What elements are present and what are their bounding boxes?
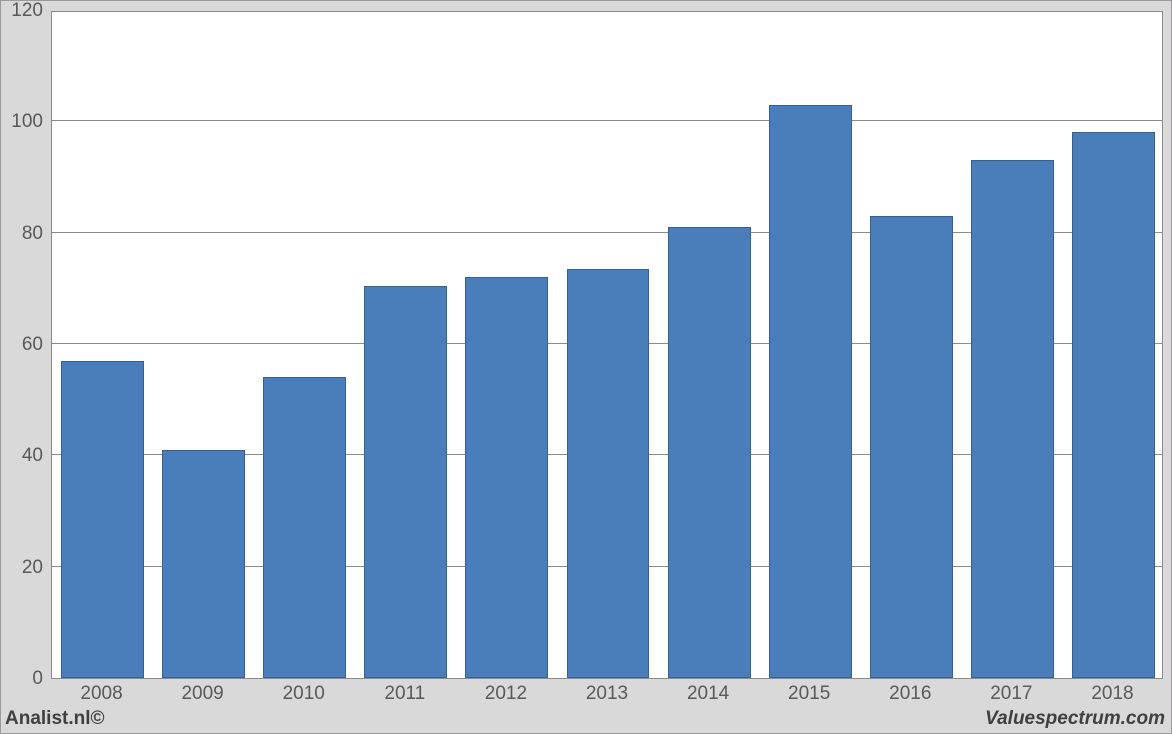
bar	[870, 216, 953, 678]
bar	[61, 361, 144, 678]
bar	[769, 105, 852, 678]
x-tick-label: 2012	[485, 683, 527, 705]
bar	[364, 286, 447, 678]
y-tick-label: 60	[1, 334, 43, 356]
bar	[1072, 132, 1155, 678]
y-tick-label: 20	[1, 557, 43, 579]
y-tick-label: 100	[1, 111, 43, 133]
footer-copyright: Analist.nl©	[5, 708, 105, 730]
footer-source: Valuespectrum.com	[985, 708, 1165, 730]
y-tick-label: 0	[1, 668, 43, 690]
x-tick-label: 2014	[687, 683, 729, 705]
y-tick-label: 120	[1, 0, 43, 22]
bar	[971, 160, 1054, 678]
bar	[465, 277, 548, 678]
x-tick-label: 2008	[80, 683, 122, 705]
bar	[263, 377, 346, 678]
x-tick-label: 2013	[586, 683, 628, 705]
x-tick-label: 2017	[990, 683, 1032, 705]
y-tick-label: 40	[1, 445, 43, 467]
x-tick-label: 2011	[384, 683, 425, 705]
x-tick-label: 2018	[1091, 683, 1133, 705]
y-tick-label: 80	[1, 223, 43, 245]
bar	[162, 450, 245, 678]
plot-area	[51, 11, 1163, 679]
bar	[567, 269, 650, 678]
chart-frame: 0 20 40 60 80 100 120 2008 2009 2010 2011 2012 2013…	[0, 0, 1172, 734]
x-tick-label: 2016	[889, 683, 931, 705]
x-tick-label: 2010	[283, 683, 325, 705]
x-tick-label: 2009	[181, 683, 223, 705]
x-tick-label: 2015	[788, 683, 830, 705]
gridline	[52, 120, 1162, 121]
bar	[668, 227, 751, 678]
